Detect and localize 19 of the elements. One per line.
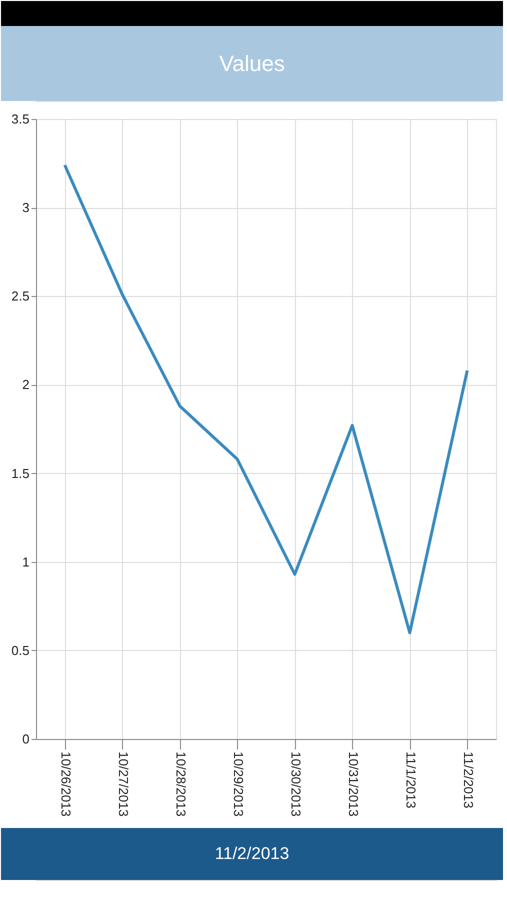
y-tick-label: 2 bbox=[22, 377, 30, 392]
x-tick-label: 10/30/2013 bbox=[288, 752, 304, 817]
x-tick-label: 10/29/2013 bbox=[230, 752, 246, 817]
y-tick-label: 0 bbox=[22, 732, 30, 746]
text: 11/2/2013 bbox=[214, 844, 290, 863]
y-tick-label: 2.5 bbox=[11, 288, 30, 304]
y-tick-label: 1 bbox=[22, 554, 30, 570]
x-tick-label: 10/31/2013 bbox=[346, 752, 361, 817]
y-tick-label: 0.5 bbox=[11, 642, 30, 658]
x-tick-label: 10/26/2013 bbox=[58, 752, 74, 817]
y-tick-label: 3.5 bbox=[11, 112, 30, 126]
line-series bbox=[63, 164, 469, 634]
x-tick-label: 10/27/2013 bbox=[116, 752, 131, 817]
y-tick-label: 1.5 bbox=[11, 466, 30, 481]
x-tick-label: 11/1/2013 bbox=[403, 752, 418, 808]
y-tick-label: 3 bbox=[22, 200, 30, 216]
x-tick-label: 10/28/2013 bbox=[173, 752, 188, 817]
chart-title: Values bbox=[219, 51, 285, 76]
x-tick-label: 11/2/2013 bbox=[460, 752, 476, 808]
